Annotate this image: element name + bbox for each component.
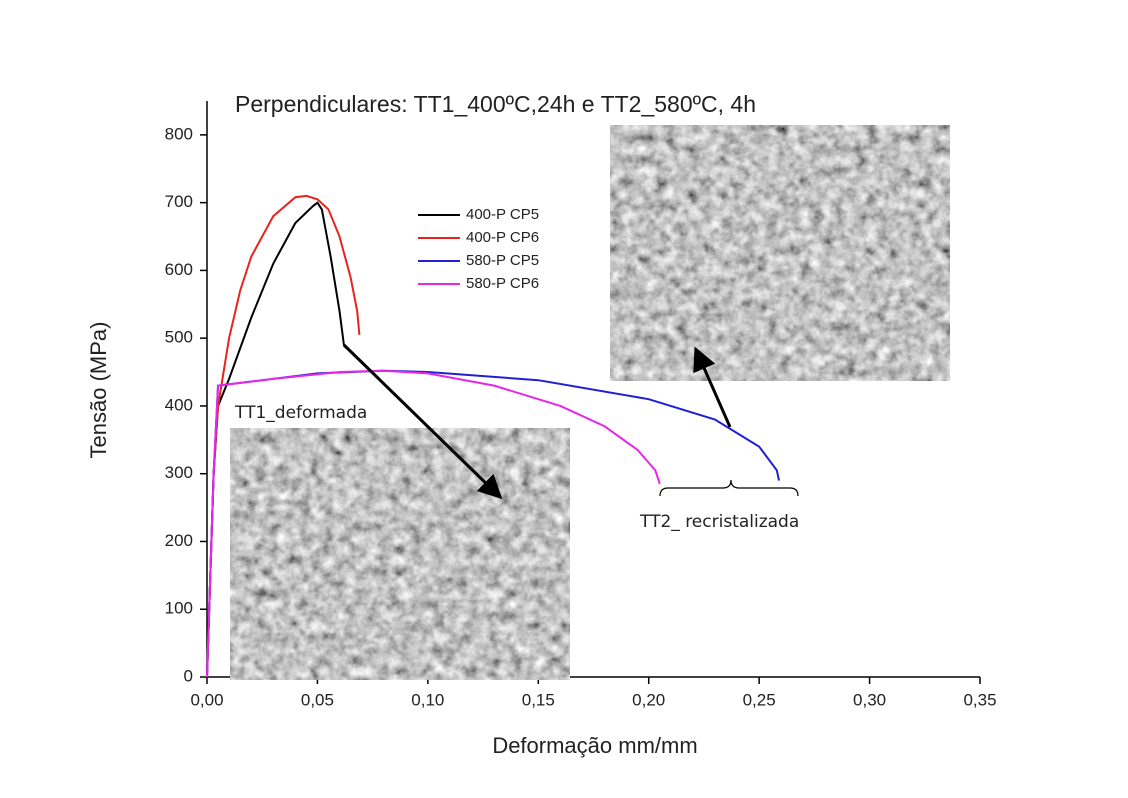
legend-label: 400-P CP6 [466, 229, 539, 246]
y-tick-label: 700 [165, 192, 193, 211]
x-tick-label: 0,25 [743, 690, 776, 709]
legend-label: 400-P CP5 [466, 206, 539, 223]
series-line [206, 201, 347, 678]
arrow [342, 343, 503, 500]
x-tick-label: 0,05 [301, 690, 334, 709]
x-tick-label: 0,15 [522, 690, 555, 709]
y-axis-label: Tensão (MPa) [86, 322, 111, 459]
y-tick-label: 200 [165, 531, 193, 550]
plot-area: 0 100 200 300 400 500 600 700 800 0,00 0,05 0,10 0,1… [165, 101, 997, 709]
chart-title: Perpendiculares: TT1_400ºC,24h e TT2_580… [235, 91, 756, 117]
x-tick-label: 0,20 [632, 690, 665, 709]
y-tick-label: 0 [184, 666, 193, 685]
x-tick-label: 0,00 [190, 690, 223, 709]
y-tick-label: 800 [165, 124, 193, 143]
arrow [693, 346, 732, 428]
x-tick-label: 0,30 [853, 690, 886, 709]
x-axis-label: Deformação mm/mm [492, 733, 697, 758]
annotation: TT2_ recristalizada [639, 512, 799, 532]
series-line [206, 194, 361, 678]
bracket [659, 479, 799, 497]
series-line [206, 369, 661, 678]
y-tick-label: 400 [165, 395, 193, 414]
sem-image-tt1 [230, 428, 570, 680]
y-tick-label: 300 [165, 463, 193, 482]
legend-label: 580-P CP5 [466, 252, 539, 269]
x-tick-label: 0,35 [963, 690, 996, 709]
legend-label: 580-P CP6 [466, 275, 539, 292]
y-tick-label: 600 [165, 260, 193, 279]
x-tick-label: 0,10 [411, 690, 444, 709]
y-tick-label: 100 [165, 599, 193, 618]
y-tick-label: 500 [165, 328, 193, 347]
annotation: TT1_deformada [234, 403, 367, 423]
sem-image-tt2 [610, 125, 950, 381]
